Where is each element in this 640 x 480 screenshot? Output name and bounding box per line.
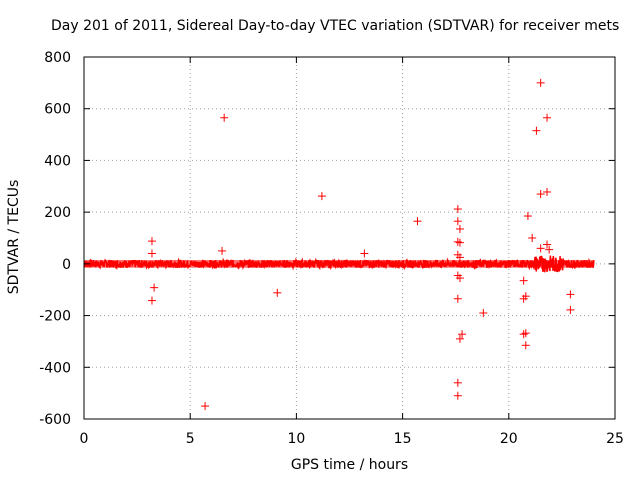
data-point: [220, 113, 229, 122]
data-point: [453, 217, 462, 226]
data-point: [536, 78, 545, 87]
data-point: [543, 187, 552, 196]
x-tick-label: 15: [394, 431, 412, 447]
data-point: [360, 249, 369, 258]
y-tick-label: 200: [44, 205, 71, 221]
axis-ticks: -600 -400 -200 0 200 400 600 800 0 5 10 15 20 25: [39, 50, 624, 447]
data-point: [455, 274, 464, 283]
data-point: [317, 192, 326, 201]
data-point: [566, 305, 575, 314]
data-point: [532, 126, 541, 135]
x-tick-label: 5: [186, 431, 195, 447]
data-point: [413, 217, 422, 226]
y-tick-label: 600: [44, 102, 71, 118]
data-point: [455, 224, 464, 233]
data-point: [453, 237, 462, 246]
chart-title: Day 201 of 2011, Sidereal Day-to-day VTE…: [51, 18, 620, 34]
data-point: [453, 391, 462, 400]
y-tick-label: -200: [39, 309, 71, 325]
data-point: [147, 296, 156, 305]
data-points: [147, 78, 575, 411]
x-axis-label: GPS time / hours: [290, 457, 409, 473]
dense-band: [83, 255, 595, 273]
data-point: [545, 245, 554, 254]
data-point: [523, 212, 532, 221]
data-point: [543, 240, 552, 249]
data-point: [519, 330, 528, 339]
x-tick-label: 25: [606, 431, 624, 447]
data-point: [201, 402, 210, 411]
y-tick-label: 400: [44, 153, 71, 169]
x-tick-label: 0: [80, 431, 89, 447]
data-point: [528, 234, 537, 242]
data-point: [218, 246, 227, 255]
data-point: [479, 308, 488, 317]
data-point: [453, 294, 462, 303]
data-point: [521, 329, 530, 338]
data-point: [536, 244, 545, 253]
x-tick-label: 10: [287, 431, 305, 447]
data-point: [455, 253, 464, 262]
y-tick-label: 0: [62, 257, 71, 273]
y-tick-label: -600: [39, 412, 71, 428]
dense-band-fill: [84, 259, 594, 268]
plot-frame: [83, 56, 616, 420]
data-point: [453, 378, 462, 387]
data-point: [519, 294, 528, 303]
data-point: [453, 205, 462, 214]
data-point: [150, 283, 159, 292]
y-tick-label: 800: [44, 50, 71, 66]
data-point: [519, 276, 528, 285]
data-point: [273, 288, 282, 297]
data-point: [458, 330, 467, 339]
data-point: [543, 113, 552, 122]
data-point: [536, 190, 545, 199]
data-point: [566, 290, 575, 299]
data-point: [147, 237, 156, 246]
data-point: [455, 238, 464, 247]
y-tick-label: -400: [39, 360, 71, 376]
data-point: [521, 341, 530, 350]
data-point: [147, 249, 156, 258]
x-tick-label: 20: [500, 431, 518, 447]
data-point: [455, 334, 464, 343]
